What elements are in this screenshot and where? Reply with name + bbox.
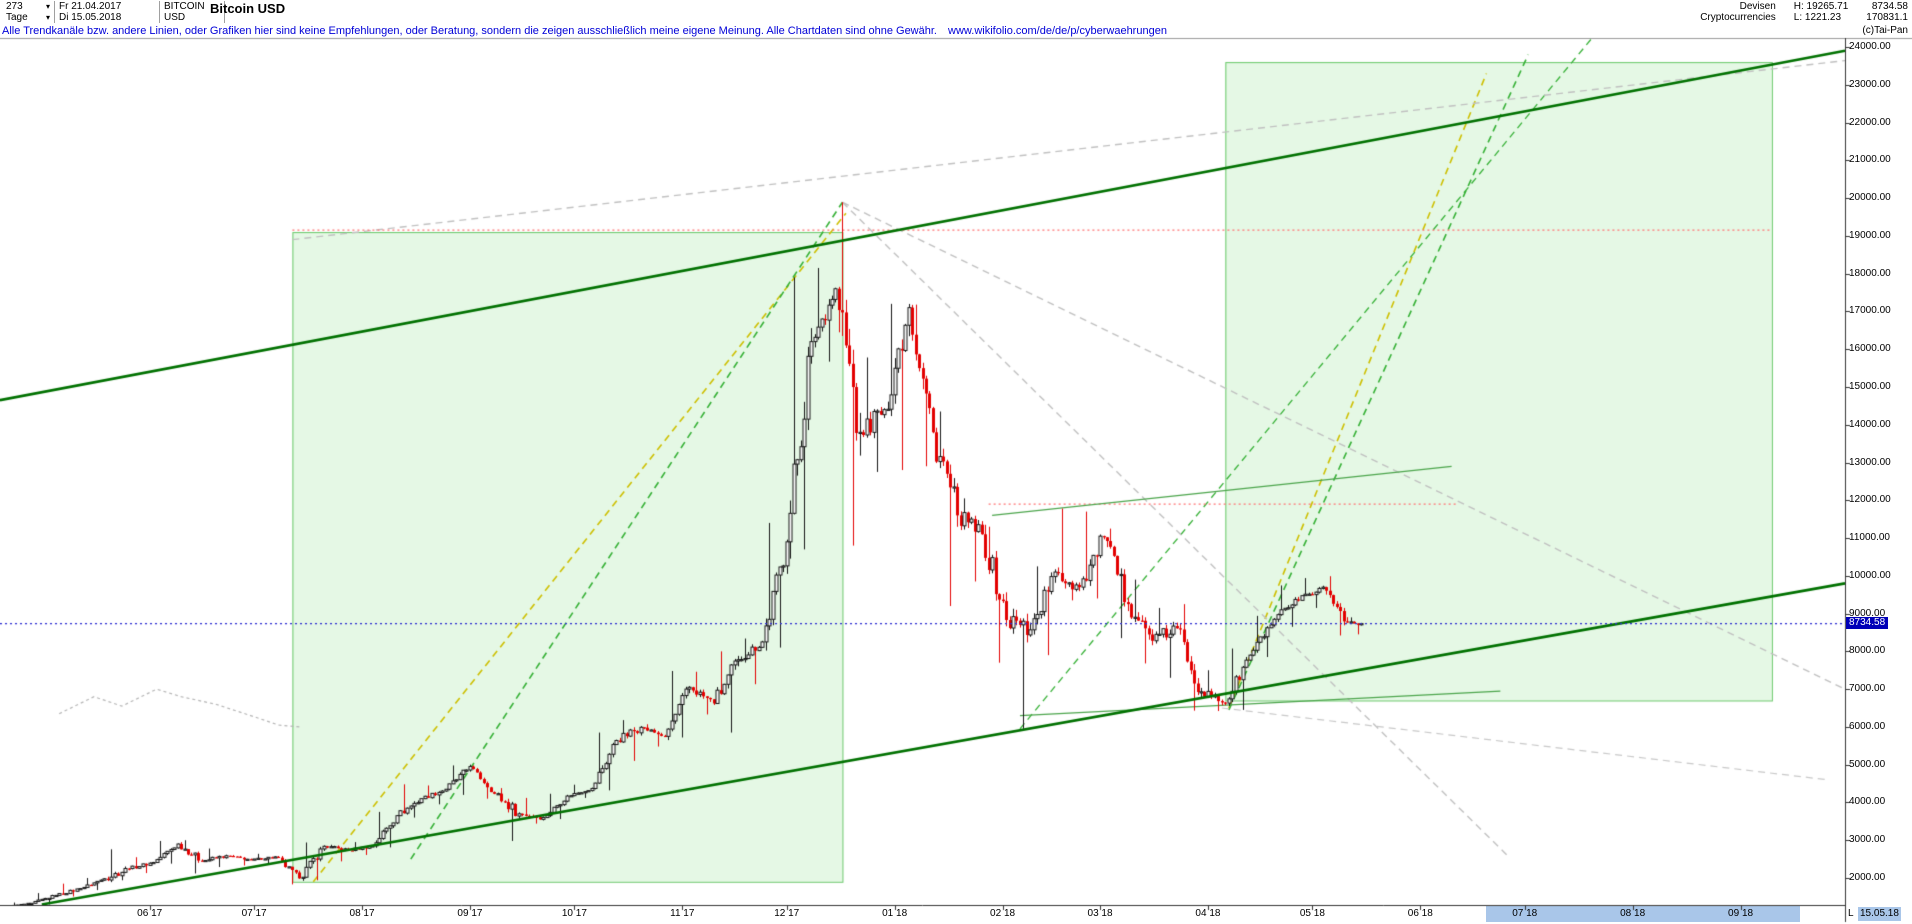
chart-controls-row-2: Tage ▾ Di 15.05.2018 USD xyxy=(2,12,225,23)
disclaimer-link[interactable]: www.wikifolio.com/de/de/p/cyberwaehrunge… xyxy=(948,25,1167,37)
month-label: 01 18 xyxy=(882,908,908,919)
price-tick-label: 3000.00 xyxy=(1849,834,1886,846)
high-low-block: H: 19265.71 L: 1221.23 xyxy=(1794,1,1849,23)
month-label: 08 17 xyxy=(349,908,375,919)
month-label: 05 18 xyxy=(1299,908,1325,919)
price-tick-label: 16000.00 xyxy=(1849,343,1891,355)
price-tick-label: 20000.00 xyxy=(1849,192,1891,204)
price-tick-label: 22000.00 xyxy=(1849,116,1891,128)
bars-count-value: 273 xyxy=(6,1,23,12)
price-tick-label: 19000.00 xyxy=(1849,229,1891,241)
axis-last-date: 15.05.18 xyxy=(1858,907,1901,921)
category-line2: Cryptocurrencies xyxy=(1700,12,1776,23)
price-tick-label: 6000.00 xyxy=(1849,720,1886,732)
chart-controls-row-1: 273 ▾ Fr 21.04.2017 BITCOIN xyxy=(2,1,225,12)
month-label: 06 17 xyxy=(137,908,163,919)
month-label: 07 18 xyxy=(1512,908,1538,919)
price-tick-label: 18000.00 xyxy=(1849,267,1891,279)
price-tick-label: 12000.00 xyxy=(1849,494,1891,506)
symbol-currency: USD xyxy=(160,12,225,23)
price-tick-label: 11000.00 xyxy=(1849,532,1890,544)
month-label: 12 17 xyxy=(774,908,800,919)
top-bar: 273 ▾ Fr 21.04.2017 BITCOIN Tage ▾ Di 15… xyxy=(2,1,285,23)
period-value: Tage xyxy=(6,12,28,23)
quote-info: Devisen Cryptocurrencies H: 19265.71 L: … xyxy=(1700,1,1908,23)
axis-last-label: L xyxy=(1848,908,1854,919)
price-tick-label: 24000.00 xyxy=(1849,41,1891,52)
month-label: 04 18 xyxy=(1195,908,1221,919)
month-label: 09 18 xyxy=(1728,908,1754,919)
price-tick-label: 4000.00 xyxy=(1849,796,1886,808)
current-price-badge: 8734.58 xyxy=(1846,616,1889,629)
month-label: 06 18 xyxy=(1407,908,1433,919)
price-tick-label: 9000.00 xyxy=(1849,607,1886,619)
chart-title: Bitcoin USD xyxy=(210,1,286,16)
month-label: 10 17 xyxy=(561,908,587,919)
last-price: 8734.58 xyxy=(1871,1,1908,12)
price-tick-label: 13000.00 xyxy=(1849,456,1891,468)
volume-value: 170831.1 xyxy=(1866,12,1908,23)
period-dropdown[interactable]: Tage ▾ xyxy=(2,12,55,23)
chevron-down-icon: ▾ xyxy=(45,12,50,22)
month-label: 03 18 xyxy=(1087,908,1113,919)
price-tick-label: 7000.00 xyxy=(1849,683,1886,695)
price-tick-label: 15000.00 xyxy=(1849,380,1891,392)
category-line1: Devisen xyxy=(1739,1,1776,12)
month-label: 09 17 xyxy=(457,908,483,919)
copyright-label: (c)Tai-Pan xyxy=(1862,25,1908,36)
price-tick-label: 23000.00 xyxy=(1849,78,1891,90)
disclaimer: Alle Trendkanäle bzw. andere Linien, ode… xyxy=(2,25,1167,37)
price-tick-label: 14000.00 xyxy=(1849,418,1891,430)
price-tick-label: 21000.00 xyxy=(1849,154,1891,166)
high-value: H: 19265.71 xyxy=(1793,1,1849,12)
bars-count-dropdown[interactable]: 273 ▾ xyxy=(2,1,55,12)
disclaimer-text: Alle Trendkanäle bzw. andere Linien, ode… xyxy=(2,25,937,37)
price-tick-label: 2000.00 xyxy=(1849,872,1886,883)
price-tick-label: 10000.00 xyxy=(1849,569,1891,581)
month-label: 07 17 xyxy=(241,908,267,919)
price-tick-label: 8000.00 xyxy=(1849,645,1886,657)
category-block: Devisen Cryptocurrencies xyxy=(1700,1,1776,23)
month-label: 02 18 xyxy=(990,908,1016,919)
month-label: 11 17 xyxy=(670,908,695,919)
last-block: 8734.58 170831.1 xyxy=(1866,1,1908,23)
price-tick-label: 17000.00 xyxy=(1849,305,1891,317)
price-tick-label: 5000.00 xyxy=(1849,758,1886,770)
range-start-date: Fr 21.04.2017 xyxy=(55,1,160,12)
low-value: L: 1221.23 xyxy=(1793,12,1842,23)
chevron-down-icon: ▾ xyxy=(45,1,50,11)
month-label: 08 18 xyxy=(1620,908,1646,919)
range-end-date: Di 15.05.2018 xyxy=(55,12,160,23)
symbol-code: BITCOIN xyxy=(160,1,225,12)
